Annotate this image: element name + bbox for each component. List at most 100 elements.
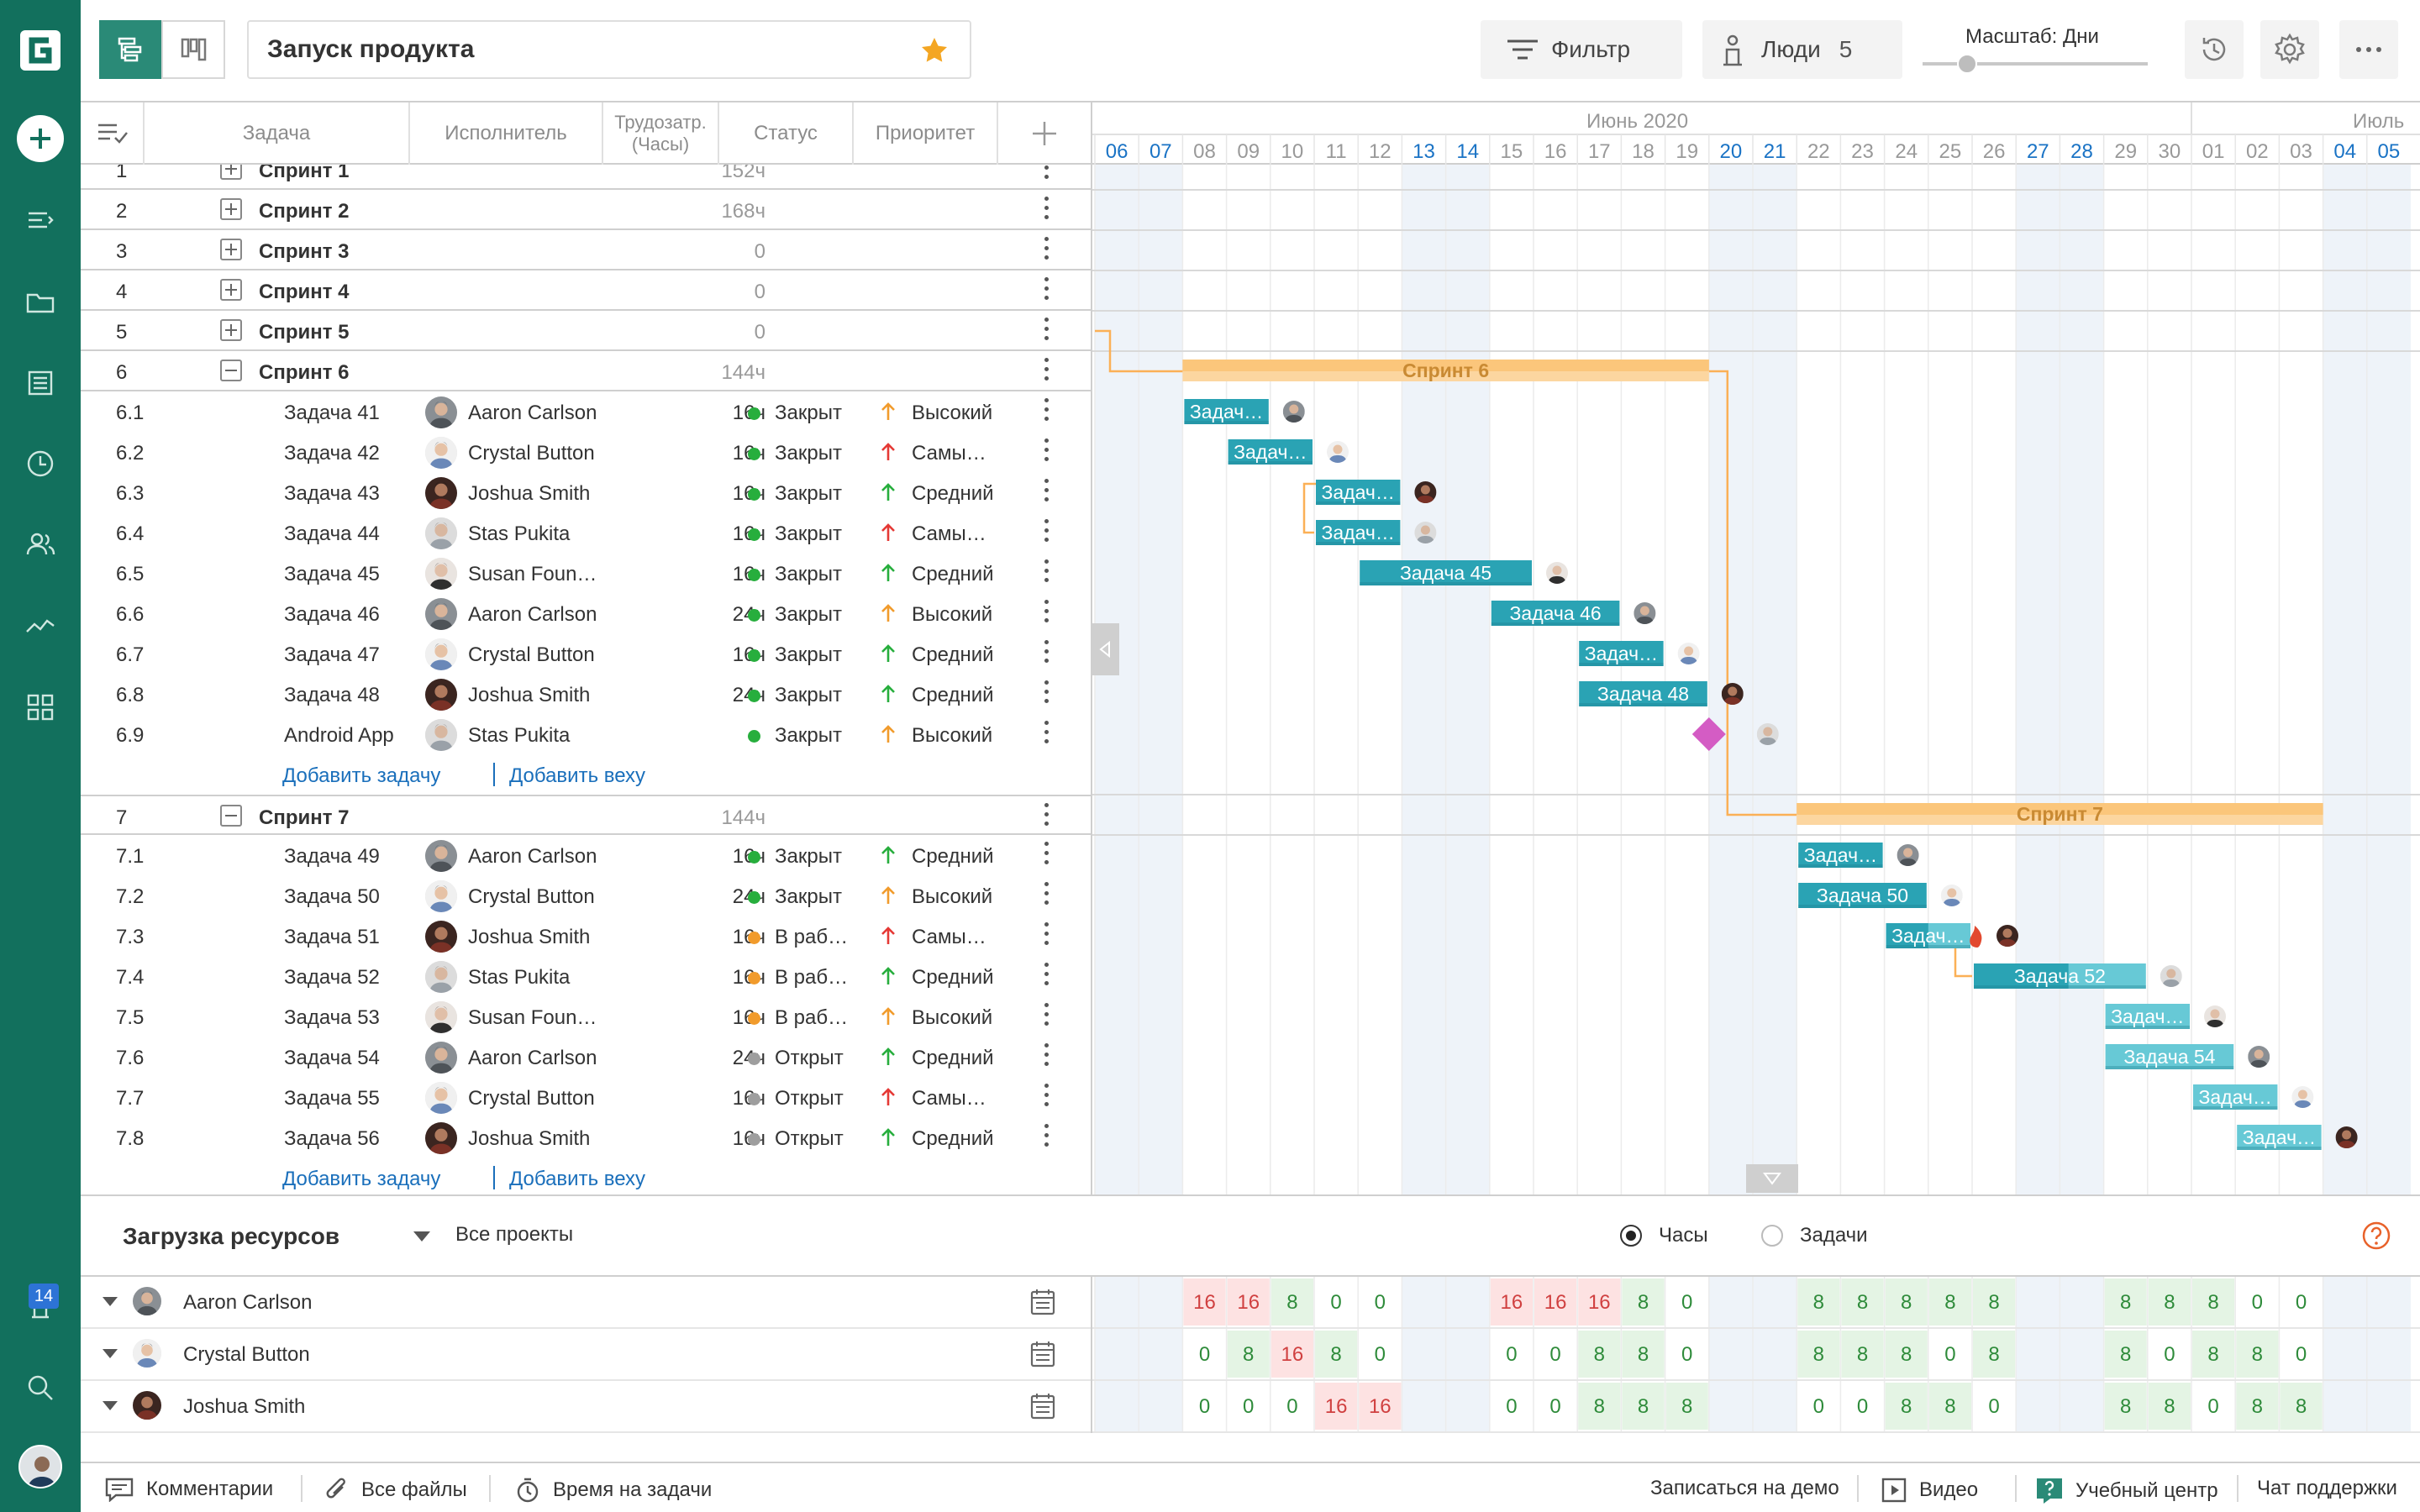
task-priority[interactable]: Самы… xyxy=(912,1087,986,1110)
day-label[interactable]: 08 xyxy=(1193,140,1216,163)
assignee-name[interactable]: Aaron Carlson xyxy=(468,402,597,424)
day-label[interactable]: 09 xyxy=(1237,140,1260,163)
task-priority[interactable]: Средний xyxy=(912,563,994,585)
task-bar[interactable] xyxy=(1316,520,1401,545)
assignee-name[interactable]: Stas Pukita xyxy=(468,966,571,989)
column-priority[interactable]: Приоритет xyxy=(854,102,998,165)
task-priority[interactable]: Средний xyxy=(912,845,994,868)
day-label[interactable]: 29 xyxy=(2114,140,2137,163)
task-bar[interactable] xyxy=(1228,439,1313,465)
sprint-row[interactable]: 3 Спринт 3 0 xyxy=(81,230,1091,270)
add-task-link[interactable]: Добавить задачу xyxy=(282,764,441,787)
task-status[interactable]: Открыт xyxy=(775,1047,844,1069)
row-menu-icon[interactable] xyxy=(1044,479,1050,506)
row-menu-icon[interactable] xyxy=(1044,318,1050,344)
project-title[interactable]: Запуск продукта xyxy=(247,20,971,79)
sprint-row[interactable]: 6 Спринт 6 144ч xyxy=(81,351,1091,391)
row-menu-icon[interactable] xyxy=(1044,680,1050,707)
day-label[interactable]: 11 xyxy=(1326,140,1347,163)
calendar-icon[interactable] xyxy=(1030,1393,1055,1420)
task-bar[interactable] xyxy=(1360,560,1532,585)
sprint-row[interactable]: 2 Спринт 2 168ч xyxy=(81,190,1091,230)
sprint-name[interactable]: Спринт 6 xyxy=(259,361,350,384)
row-menu-icon[interactable] xyxy=(1044,1043,1050,1070)
users-icon[interactable] xyxy=(20,524,60,564)
bar-assignee-avatar[interactable] xyxy=(1756,723,1779,745)
day-label[interactable]: 02 xyxy=(2246,140,2269,163)
task-bar[interactable] xyxy=(2105,1004,2190,1029)
row-menu-icon[interactable] xyxy=(1044,438,1050,465)
task-status[interactable]: Закрыт xyxy=(775,724,842,747)
bar-assignee-avatar[interactable] xyxy=(2291,1086,2314,1108)
bar-assignee-avatar[interactable] xyxy=(1546,562,1568,584)
day-label[interactable]: 23 xyxy=(1851,140,1874,163)
expand-resources-handle[interactable] xyxy=(1746,1164,1798,1193)
row-menu-icon[interactable] xyxy=(1044,963,1050,990)
assignee-name[interactable]: Crystal Button xyxy=(468,885,595,908)
task-bar[interactable] xyxy=(1579,681,1707,706)
sprint-name[interactable]: Спринт 5 xyxy=(259,321,350,344)
row-menu-icon[interactable] xyxy=(1044,165,1050,183)
task-name[interactable]: Задача 53 xyxy=(284,1006,380,1029)
expand-caret-icon[interactable] xyxy=(103,1297,118,1306)
task-priority[interactable]: Средний xyxy=(912,1127,994,1150)
task-name[interactable]: Задача 41 xyxy=(284,402,380,424)
day-label[interactable]: 20 xyxy=(1720,140,1743,163)
bar-assignee-avatar[interactable] xyxy=(1327,441,1349,463)
row-menu-icon[interactable] xyxy=(1044,237,1050,264)
sprint-name[interactable]: Спринт 7 xyxy=(259,806,350,829)
bar-assignee-avatar[interactable] xyxy=(1414,481,1437,503)
bar-assignee-avatar[interactable] xyxy=(1634,602,1656,624)
support-chat-button[interactable]: Чат поддержки xyxy=(2257,1477,2397,1500)
sprint-row[interactable]: 4 Спринт 4 0 xyxy=(81,270,1091,311)
radio-hours[interactable] xyxy=(1620,1225,1642,1247)
filter-button[interactable]: Фильтр xyxy=(1481,20,1682,79)
task-bar[interactable] xyxy=(2193,1084,2278,1110)
task-name[interactable]: Задача 45 xyxy=(284,563,380,585)
task-bar[interactable] xyxy=(1491,601,1620,626)
row-menu-icon[interactable] xyxy=(1044,519,1050,546)
create-button[interactable] xyxy=(17,115,64,162)
learning-center-button[interactable]: Учебный центр xyxy=(2035,1477,2218,1505)
assignee-name[interactable]: Aaron Carlson xyxy=(468,1047,597,1069)
row-menu-icon[interactable] xyxy=(1044,1003,1050,1030)
resource-splitter[interactable] xyxy=(81,1194,2420,1196)
assignee-name[interactable]: Joshua Smith xyxy=(468,1127,591,1150)
search-icon[interactable] xyxy=(20,1368,60,1408)
sprint-name[interactable]: Спринт 4 xyxy=(259,281,350,303)
task-name[interactable]: Задача 52 xyxy=(284,966,380,989)
task-name[interactable]: Задача 44 xyxy=(284,522,380,545)
task-status[interactable]: В раб… xyxy=(775,926,849,948)
projects-dropdown-caret-icon[interactable] xyxy=(413,1231,430,1242)
projects-dropdown[interactable]: Все проекты xyxy=(455,1223,574,1246)
task-name[interactable]: Задача 43 xyxy=(284,482,380,505)
task-bar[interactable] xyxy=(2105,1044,2234,1069)
assignee-name[interactable]: Stas Pukita xyxy=(468,522,571,545)
task-name[interactable]: Задача 49 xyxy=(284,845,380,868)
task-name[interactable]: Задача 42 xyxy=(284,442,380,465)
calendar-icon[interactable] xyxy=(1030,1341,1055,1368)
task-bar[interactable] xyxy=(1579,641,1664,666)
task-bar[interactable] xyxy=(1798,883,1927,908)
task-priority[interactable]: Средний xyxy=(912,1047,994,1069)
day-label[interactable]: 17 xyxy=(1588,140,1611,163)
row-menu-icon[interactable] xyxy=(1044,559,1050,586)
day-label[interactable]: 18 xyxy=(1632,140,1655,163)
assignee-name[interactable]: Crystal Button xyxy=(468,643,595,666)
task-priority[interactable]: Средний xyxy=(912,482,994,505)
expand-icon[interactable] xyxy=(220,198,242,220)
expand-caret-icon[interactable] xyxy=(103,1401,118,1410)
day-label[interactable]: 21 xyxy=(1764,140,1786,163)
task-priority[interactable]: Высокий xyxy=(912,402,993,424)
radio-tasks[interactable] xyxy=(1761,1225,1783,1247)
task-priority[interactable]: Средний xyxy=(912,684,994,706)
task-priority[interactable]: Высокий xyxy=(912,603,993,626)
add-task-link[interactable]: Добавить задачу xyxy=(282,1168,441,1190)
assignee-name[interactable]: Aaron Carlson xyxy=(468,603,597,626)
